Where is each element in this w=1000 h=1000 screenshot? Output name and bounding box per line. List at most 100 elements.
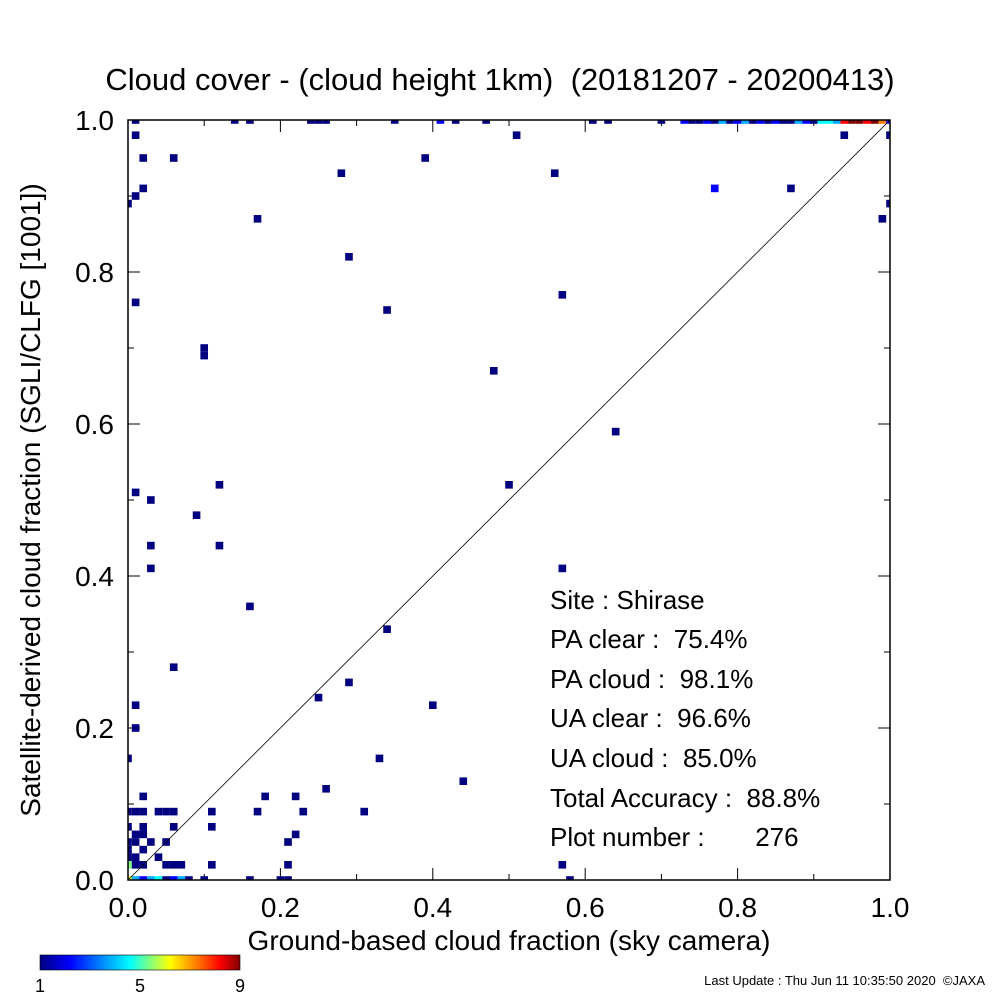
data-cell [870,120,879,124]
data-cell [128,754,132,763]
data-cell [139,154,148,162]
data-cell [459,777,468,785]
one-to-one-line [127,119,891,881]
data-cell [139,184,148,193]
data-cell [162,876,170,880]
y-tick-label: 0.6 [75,409,114,440]
data-cell [809,120,818,124]
data-cell [246,602,254,611]
data-cell [192,511,201,519]
data-cell [886,131,890,139]
colorbar-gradient [39,954,241,971]
site-text: Site : Shirase [550,585,705,615]
data-cell [451,120,460,124]
data-cell [284,838,292,846]
data-cell [840,131,849,139]
data-cell [345,678,353,687]
data-cell [749,120,757,124]
data-cells [128,120,890,880]
data-cell [566,876,574,880]
data-cell [314,120,323,124]
data-cell [253,807,262,816]
data-cell [200,876,209,880]
data-cell [307,120,315,124]
data-cell [718,120,727,124]
data-cell [128,199,132,208]
data-cell [779,120,788,124]
data-cell [139,807,148,816]
data-cell [169,823,178,831]
data-cell [505,481,513,489]
data-cell [802,120,810,124]
data-cell [131,120,140,124]
plot-number-text: Plot number : 276 [550,822,799,852]
data-cell [284,876,292,880]
data-cell [169,876,178,880]
data-cell [131,807,140,816]
data-cell [322,785,330,793]
data-cell [276,876,285,880]
data-cell [128,853,132,861]
data-cell [840,120,849,124]
data-cell [291,792,300,801]
data-cell [855,120,864,124]
data-cell [147,541,155,550]
data-cell [787,184,795,193]
data-cell [726,120,734,124]
data-cell [154,807,163,816]
data-cell [131,830,140,839]
data-cell [177,861,186,869]
data-cell [337,169,346,177]
x-tick-label: 0.8 [718,892,757,923]
data-cell [139,845,148,854]
colorbar-tick-label: 9 [235,976,245,996]
data-cell [550,169,559,177]
data-cell [832,120,841,124]
stats-panel: Site : Shirase PA clear : 75.4% PA cloud… [550,585,820,852]
data-cell [147,876,155,880]
data-cell [154,853,163,861]
data-cell [208,823,216,831]
data-cell [154,876,163,880]
data-cell [284,861,292,869]
data-cell [703,120,711,124]
data-cell [128,838,132,846]
data-cell [131,488,140,497]
data-cell [428,701,437,709]
data-cell [215,541,224,550]
data-cell [688,120,696,124]
chart-title: Cloud cover - (cloud height 1km) (201812… [105,62,894,97]
data-cell [162,807,170,816]
data-cell [383,306,391,314]
y-tick-label: 1.0 [75,105,114,136]
y-tick-label: 0.0 [75,865,114,896]
data-cell [733,120,742,124]
data-cell [139,876,148,880]
data-cell [230,120,239,124]
data-cell [162,861,170,869]
data-cell [139,830,148,839]
data-cell [375,754,384,763]
data-cell [489,367,498,375]
x-tick-label: 0.6 [566,892,605,923]
data-cell [322,120,330,124]
data-cell [147,838,155,846]
data-cell [589,120,597,124]
data-cell [291,830,300,839]
data-cell [208,861,216,869]
last-update-footer: Last Update : Thu Jun 11 10:35:50 2020 ©… [704,973,985,988]
pa-cloud-text: PA cloud : 98.1% [550,664,753,694]
data-cell [512,131,521,139]
data-cell [185,876,193,880]
x-tick-label: 0.0 [109,892,148,923]
data-cell [794,120,803,124]
total-accuracy-text: Total Accuracy : 88.8% [550,783,820,813]
colorbar-tick-label: 5 [135,976,145,996]
data-cell [131,853,140,861]
x-axis-label: Ground-based cloud fraction (sky camera) [248,925,771,956]
data-cell [345,253,353,261]
colorbar-tick-label: 1 [35,976,45,996]
data-cell [131,838,140,846]
colorbar-tick-labels: 1 5 9 [35,976,245,996]
